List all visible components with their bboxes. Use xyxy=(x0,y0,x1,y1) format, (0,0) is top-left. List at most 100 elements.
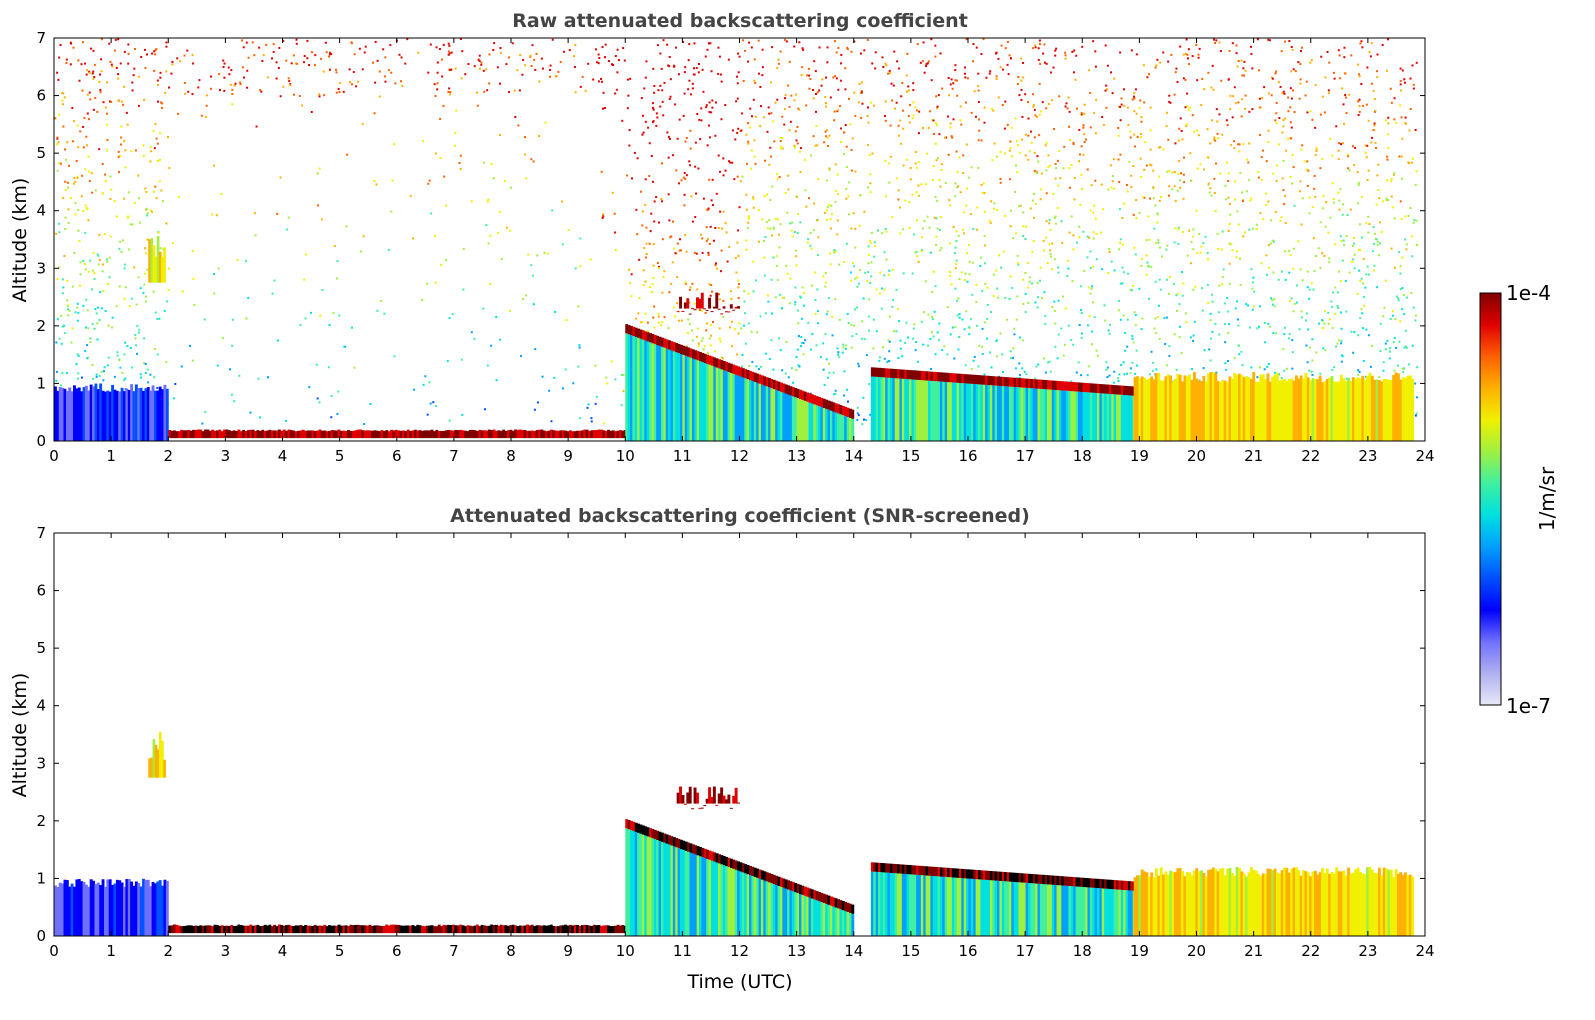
boundary-layer-evening-cell xyxy=(1138,378,1142,441)
noise-pixel xyxy=(1387,38,1390,41)
noise-pixel xyxy=(939,185,942,188)
noise-pixel xyxy=(1402,293,1405,296)
surface-layer-cell xyxy=(380,430,384,439)
noise-pixel xyxy=(56,71,59,74)
noise-pixel xyxy=(1154,204,1157,207)
noise-pixel xyxy=(797,364,800,367)
noise-pixel xyxy=(1057,271,1060,274)
noise-pixel xyxy=(1108,250,1111,253)
cloud-layer-afternoon-cell xyxy=(923,371,927,381)
noise-pixel xyxy=(458,162,461,165)
noise-pixel xyxy=(1182,156,1185,159)
noise-pixel xyxy=(1082,230,1085,233)
noise-pixel xyxy=(1119,282,1122,285)
noise-pixel xyxy=(86,144,89,147)
cloud-base-layer-cell xyxy=(818,396,821,407)
noise-pixel xyxy=(1064,307,1067,310)
noise-pixel xyxy=(1044,144,1047,147)
noise-pixel xyxy=(725,231,728,234)
noise-pixel xyxy=(790,229,793,232)
surface-layer-cell xyxy=(339,430,343,439)
noise-pixel xyxy=(82,146,85,149)
noise-pixel xyxy=(505,226,508,229)
noise-pixel xyxy=(76,319,79,322)
noise-pixel xyxy=(857,362,860,365)
noise-pixel xyxy=(1308,196,1311,199)
surface-layer-cell xyxy=(571,431,575,439)
noise-pixel xyxy=(231,88,234,91)
cloud-base-layer-cell xyxy=(827,400,831,410)
noise-pixel xyxy=(931,118,934,121)
noise-pixel xyxy=(692,67,695,70)
noise-pixel xyxy=(1258,106,1261,109)
noise-pixel xyxy=(963,278,966,281)
noise-pixel xyxy=(734,256,737,259)
noise-pixel xyxy=(1166,111,1169,114)
boundary-layer-aerosol-cell xyxy=(101,879,105,936)
noise-pixel xyxy=(977,365,980,368)
surface-layer-cell xyxy=(511,430,515,439)
boundary-layer-aerosol-cell xyxy=(63,388,67,441)
surface-layer-cell xyxy=(285,430,289,439)
boundary-layer-evening-cell xyxy=(1411,378,1415,441)
noise-pixel xyxy=(867,262,870,265)
noise-pixel xyxy=(426,413,429,416)
noise-pixel xyxy=(1149,129,1152,132)
noise-pixel xyxy=(1066,274,1069,277)
noise-pixel xyxy=(793,144,796,147)
surface-layer-cell xyxy=(597,429,601,439)
noise-pixel xyxy=(65,372,68,375)
cloud-base-layer-below xyxy=(796,398,800,441)
noise-pixel xyxy=(794,249,797,252)
noise-pixel xyxy=(761,48,764,51)
noise-pixel xyxy=(590,417,593,420)
boundary-layer-aerosol-cell xyxy=(54,386,57,441)
noise-pixel xyxy=(1019,204,1022,207)
noise-pixel xyxy=(130,150,133,153)
noise-pixel xyxy=(1201,287,1204,290)
noise-pixel xyxy=(884,119,887,122)
noise-pixel xyxy=(736,131,739,134)
cloud-base-layer-cell xyxy=(744,369,748,379)
surface-layer-cell xyxy=(468,429,472,439)
noise-pixel xyxy=(1042,52,1045,55)
noise-pixel xyxy=(1339,280,1342,283)
noise-pixel xyxy=(1320,55,1323,58)
noise-pixel xyxy=(1241,191,1244,194)
noise-pixel xyxy=(627,94,630,97)
cloud-base-layer-below xyxy=(672,351,676,441)
noise-pixel xyxy=(1341,87,1344,90)
noise-pixel xyxy=(934,285,937,288)
noise-pixel xyxy=(643,87,646,90)
noise-pixel xyxy=(1067,267,1070,270)
noise-pixel xyxy=(1147,73,1150,76)
boundary-layer-aerosol-cell xyxy=(144,879,148,936)
noise-pixel xyxy=(1182,197,1185,200)
noise-pixel xyxy=(522,297,525,300)
noise-pixel xyxy=(282,85,285,88)
noise-pixel xyxy=(533,58,536,61)
noise-pixel xyxy=(705,208,708,211)
noise-pixel xyxy=(1120,103,1123,106)
cloud-layer-afternoon-cell xyxy=(992,376,996,386)
noise-pixel xyxy=(1270,94,1273,97)
noise-pixel xyxy=(733,178,736,181)
noise-pixel xyxy=(888,269,891,272)
surface-layer-cell xyxy=(573,431,577,439)
noise-pixel xyxy=(66,141,69,144)
cloud-base-layer-below xyxy=(739,376,743,441)
noise-pixel xyxy=(1399,272,1402,275)
noise-pixel xyxy=(685,174,688,177)
noise-pixel xyxy=(1049,228,1052,231)
noise-pixel xyxy=(776,67,779,70)
noise-pixel xyxy=(1054,322,1057,325)
noise-pixel xyxy=(197,86,200,89)
boundary-layer-evening-cell xyxy=(1235,374,1239,441)
boundary-layer-aerosol-cell xyxy=(123,886,126,936)
noise-pixel xyxy=(1315,147,1318,150)
noise-pixel xyxy=(1214,162,1217,165)
noise-pixel xyxy=(667,156,670,159)
noise-pixel xyxy=(1410,235,1413,238)
noise-pixel xyxy=(234,82,237,85)
noise-pixel xyxy=(172,397,175,400)
